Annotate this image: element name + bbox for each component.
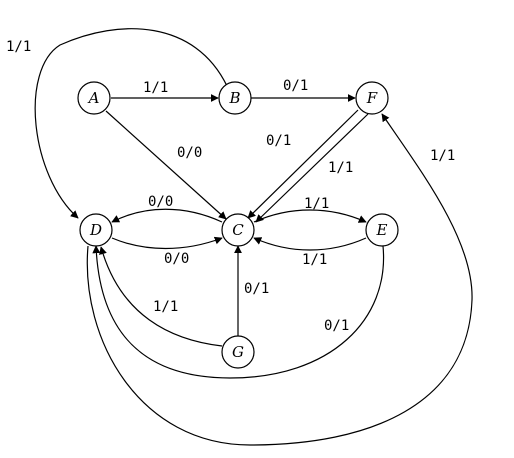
edge-label-g-d: 1/1	[153, 299, 178, 315]
edge-label-b-f: 0/1	[283, 78, 308, 94]
edge-label-f-c-2: 1/1	[328, 160, 353, 176]
edge-b-d	[34, 28, 228, 219]
node-e-label: E	[376, 221, 388, 239]
edge-label-c-d: 0/0	[148, 194, 173, 210]
edge-a-c	[105, 110, 227, 220]
edge-label-e-d: 0/1	[324, 318, 349, 334]
node-a: A	[77, 81, 111, 115]
node-g: G	[221, 335, 255, 369]
nodes: A B F D C E G	[77, 81, 399, 369]
node-f: F	[355, 81, 389, 115]
edge-label-e-c: 1/1	[302, 252, 327, 268]
edge-f-c-1	[247, 109, 359, 219]
edge-c-e-top	[253, 209, 367, 223]
edge-label-d-f: 1/1	[430, 148, 455, 164]
edge-label-d-c: 0/0	[164, 251, 189, 267]
edge-label-a-c: 0/0	[177, 145, 202, 161]
edge-label-g-c: 0/1	[244, 281, 269, 297]
node-c-label: C	[232, 221, 244, 239]
node-e: E	[365, 213, 399, 247]
edges	[34, 28, 473, 446]
edge-label-f-c-1: 0/1	[266, 133, 291, 149]
edge-label-a-b: 1/1	[143, 80, 168, 96]
node-a-label: A	[87, 89, 100, 107]
node-g-label: G	[232, 343, 244, 361]
edge-d-f	[86, 113, 473, 446]
edge-d-c-bottom	[111, 236, 223, 250]
edge-f-c-2	[255, 113, 369, 223]
edge-g-d	[99, 246, 223, 347]
node-b: B	[218, 81, 252, 115]
node-d-label: D	[89, 221, 102, 239]
edge-label-b-d: 1/1	[6, 39, 31, 55]
edge-e-c-bottom	[253, 237, 367, 251]
edge-c-d-top	[111, 208, 223, 223]
node-c: C	[221, 213, 255, 247]
node-f-label: F	[366, 89, 378, 107]
node-b-label: B	[228, 89, 240, 107]
edge-label-c-e: 1/1	[304, 196, 329, 212]
edge-e-d	[92, 245, 385, 379]
edge-labels: 1/1 0/1 0/0 1/1 0/1 1/1 0/0 0/0 1/1 1/1 …	[6, 39, 455, 334]
node-d: D	[79, 213, 113, 247]
